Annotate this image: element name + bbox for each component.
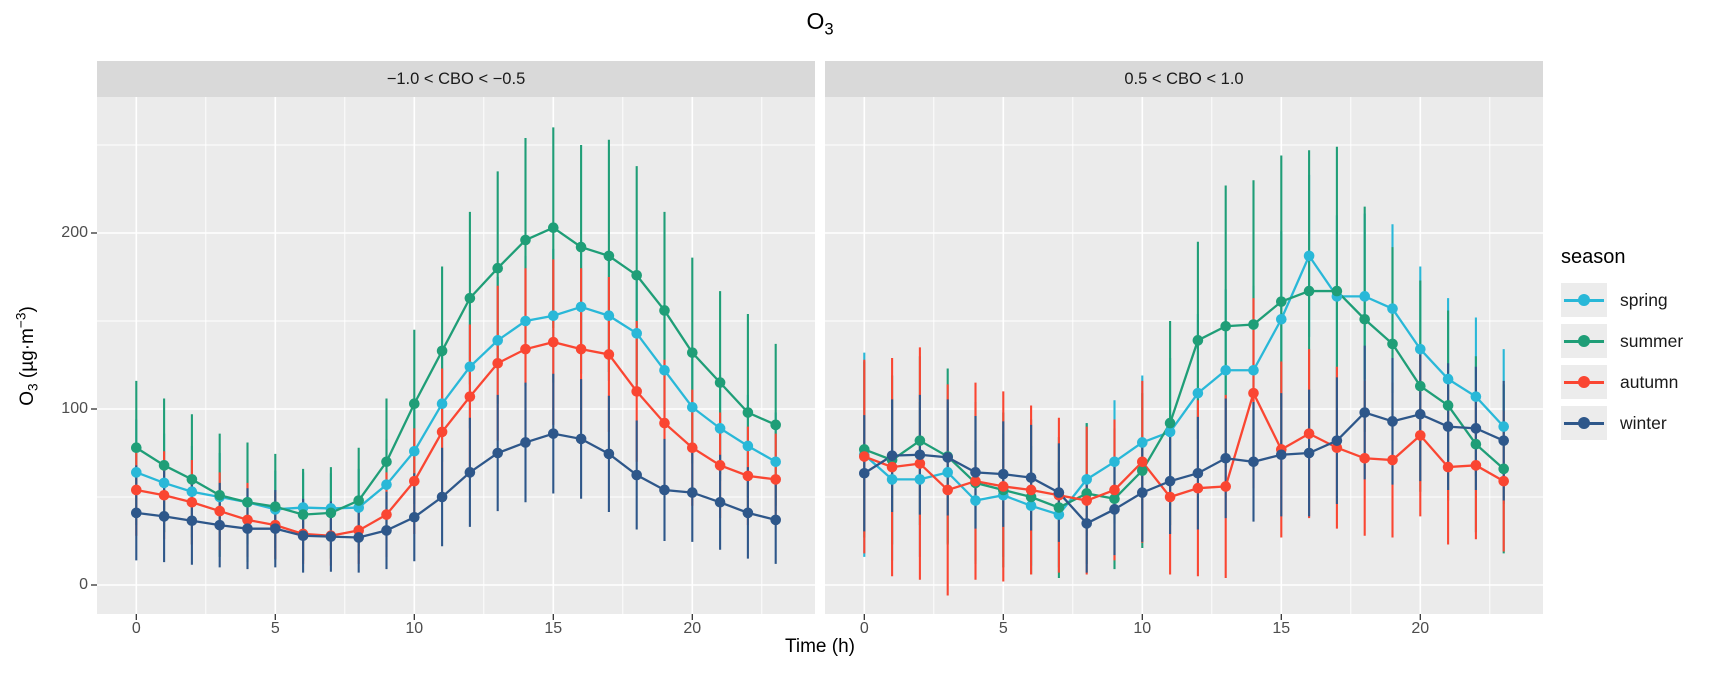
series-line-spring <box>863 253 1505 516</box>
plot-title-subscript: 3 <box>824 19 834 39</box>
series-line-summer <box>863 289 1505 509</box>
legend-label: winter <box>1620 412 1667 433</box>
x-axis-title: Time (h) <box>784 636 856 657</box>
facet-strip <box>97 61 815 97</box>
series-points-winter <box>131 428 781 543</box>
legend-key-winter-icon <box>1561 406 1607 440</box>
x-tick-label: 10 <box>1133 620 1152 637</box>
facet-data-1 <box>859 146 1509 596</box>
y-tick-label: 0 <box>79 576 88 593</box>
y-tick-label: 200 <box>61 224 88 241</box>
series-points-spring <box>859 250 1509 520</box>
panel-background <box>825 97 1543 614</box>
series-points-spring <box>131 301 781 515</box>
legend-key-summer-icon <box>1561 324 1607 358</box>
legend-item-autumn: autumn <box>1561 365 1719 399</box>
series-points-winter <box>859 407 1509 529</box>
legend-key-autumn-icon <box>1561 365 1607 399</box>
facet-data-0 <box>131 127 781 573</box>
legend-label: spring <box>1620 289 1668 310</box>
x-tick-label: 20 <box>1411 620 1430 637</box>
legend-key-spring-icon <box>1561 283 1607 317</box>
legend-label: autumn <box>1620 371 1679 392</box>
plot-title: O3 <box>97 8 1543 40</box>
plot-title-text: O <box>806 8 825 34</box>
series-points-autumn <box>859 387 1509 506</box>
x-tick-label: 15 <box>1272 620 1291 637</box>
legend: season spring summer autumn winter <box>1561 246 1719 447</box>
x-tick-label: 0 <box>131 620 141 637</box>
x-tick-label: 5 <box>270 620 280 637</box>
panel-background <box>97 97 815 614</box>
x-tick-label: 0 <box>859 620 869 637</box>
gridlines-1 <box>825 97 1543 614</box>
x-tick-label: 5 <box>998 620 1008 637</box>
legend-item-winter: winter <box>1561 406 1719 440</box>
facet-strip-label-right: 0.5 < CBO < 1.0 <box>1124 70 1244 88</box>
legend-items: spring summer autumn winter <box>1561 283 1719 440</box>
facet-strip <box>825 61 1543 97</box>
x-tick-label: 15 <box>544 620 563 637</box>
legend-item-spring: spring <box>1561 283 1719 317</box>
y-axis-title: O3 (µg·m−3) <box>13 306 41 406</box>
series-points-summer <box>131 222 781 520</box>
legend-title: season <box>1561 246 1626 268</box>
facet-strip-label-left: −1.0 < CBO < −0.5 <box>386 70 526 88</box>
x-tick-label: 10 <box>405 620 424 637</box>
legend-label: summer <box>1620 330 1684 351</box>
y-tick-label: 100 <box>61 400 88 417</box>
legend-item-summer: summer <box>1561 324 1719 358</box>
x-tick-label: 20 <box>683 620 702 637</box>
